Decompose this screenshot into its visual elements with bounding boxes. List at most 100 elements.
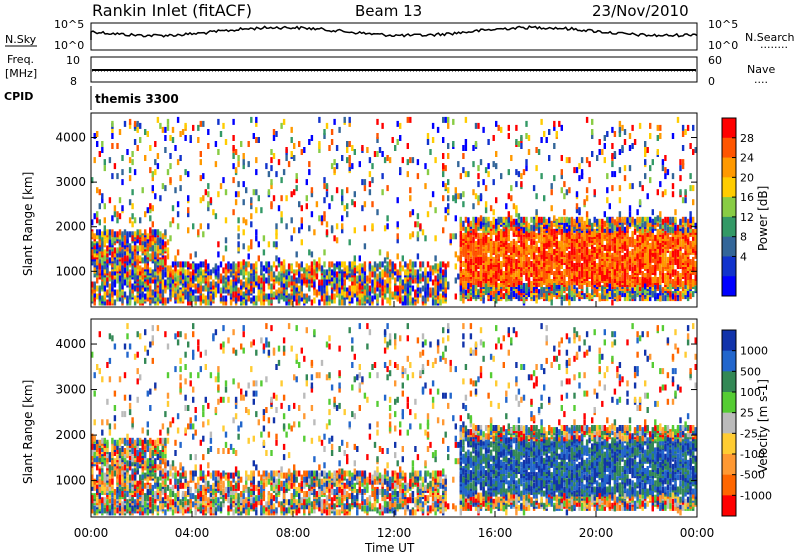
echo-cell xyxy=(300,217,303,224)
echo-cell xyxy=(434,281,437,288)
echo-cell xyxy=(308,139,311,145)
echo-cell xyxy=(272,291,276,298)
echo-cell xyxy=(242,163,245,170)
echo-cell xyxy=(565,281,569,287)
echo-cell xyxy=(282,287,286,294)
echo-cell xyxy=(429,291,432,298)
echo-cell xyxy=(280,261,283,268)
echo-cell xyxy=(636,267,639,274)
echo-cell xyxy=(197,124,200,131)
echo-cell xyxy=(116,211,119,218)
echo-cell xyxy=(237,161,240,168)
echo-cell xyxy=(388,277,392,284)
echo-cell xyxy=(214,263,218,270)
echo-cell xyxy=(144,269,147,276)
echo-cell xyxy=(613,281,617,287)
echo-cell xyxy=(623,226,627,233)
echo-cell xyxy=(232,261,235,268)
echo-cell xyxy=(406,143,409,149)
echo-cell xyxy=(644,147,647,153)
echo-cell xyxy=(270,271,273,278)
echo-cell xyxy=(255,299,258,306)
echo-cell xyxy=(189,285,192,292)
echo-cell xyxy=(641,271,644,277)
echo-cell xyxy=(131,213,134,220)
echo-cell xyxy=(674,259,677,265)
echo-cell xyxy=(623,139,627,145)
echo-cell xyxy=(442,227,445,234)
echo-cell xyxy=(575,240,579,247)
echo-cell xyxy=(447,116,450,123)
echo-cell xyxy=(606,197,609,204)
echo-cell xyxy=(611,240,614,247)
echo-cell xyxy=(280,281,283,288)
echo-cell xyxy=(330,225,334,232)
echo-cell xyxy=(469,267,473,273)
echo-cell xyxy=(484,185,488,192)
echo-cell xyxy=(467,271,470,277)
echo-cell xyxy=(91,249,94,256)
echo-cell xyxy=(141,257,144,264)
echo-cell xyxy=(467,220,470,227)
echo-cell xyxy=(156,275,160,282)
echo-cell xyxy=(381,189,384,196)
echo-cell xyxy=(287,275,291,282)
echo-cell xyxy=(386,185,389,192)
echo-cell xyxy=(520,250,523,257)
echo-cell xyxy=(664,273,667,279)
echo-cell xyxy=(348,285,351,292)
echo-cell xyxy=(520,287,523,294)
echo-cell xyxy=(126,245,129,252)
echo-cell xyxy=(467,287,470,294)
echo-cell xyxy=(611,244,614,251)
echo-cell xyxy=(368,271,372,278)
echo-cell xyxy=(467,261,470,267)
echo-cell xyxy=(154,295,157,302)
echo-cell xyxy=(149,207,152,214)
echo-cell xyxy=(479,221,483,228)
echo-cell xyxy=(540,248,543,255)
echo-cell xyxy=(649,133,652,139)
echo-cell xyxy=(371,265,374,272)
echo-cell xyxy=(373,261,377,268)
echo-cell xyxy=(154,269,157,276)
echo-cell xyxy=(103,203,106,210)
echo-cell xyxy=(91,253,94,260)
echo-cell xyxy=(593,261,596,267)
echo-cell xyxy=(570,285,574,291)
echo-cell xyxy=(464,139,468,145)
echo-cell xyxy=(585,157,589,164)
echo-cell xyxy=(234,295,238,302)
echo-cell xyxy=(346,141,349,147)
echo-cell xyxy=(654,256,657,263)
echo-cell xyxy=(149,297,152,304)
echo-cell xyxy=(583,250,586,257)
echo-cell xyxy=(330,287,334,294)
echo-cell xyxy=(106,289,109,296)
echo-cell xyxy=(522,261,526,267)
echo-cell xyxy=(262,273,266,280)
echo-cell xyxy=(217,149,220,155)
echo-cell xyxy=(141,187,144,194)
echo-cell xyxy=(144,285,147,292)
echo-cell xyxy=(583,199,586,206)
echo-cell xyxy=(676,295,680,302)
echo-cell xyxy=(176,159,180,166)
echo-cell xyxy=(131,257,134,264)
echo-cell xyxy=(381,151,384,157)
echo-cell xyxy=(532,185,536,192)
echo-cell xyxy=(497,273,500,279)
echo-cell xyxy=(628,133,632,139)
echo-cell xyxy=(257,283,260,290)
echo-cell xyxy=(396,233,399,240)
echo-cell xyxy=(436,263,440,270)
echo-cell xyxy=(555,269,558,275)
echo-cell xyxy=(467,254,470,261)
echo-cell xyxy=(444,275,447,282)
echo-cell xyxy=(361,291,364,298)
echo-cell xyxy=(623,236,627,243)
echo-cell xyxy=(454,187,457,194)
echo-cell xyxy=(522,283,526,289)
echo-cell xyxy=(224,217,228,224)
